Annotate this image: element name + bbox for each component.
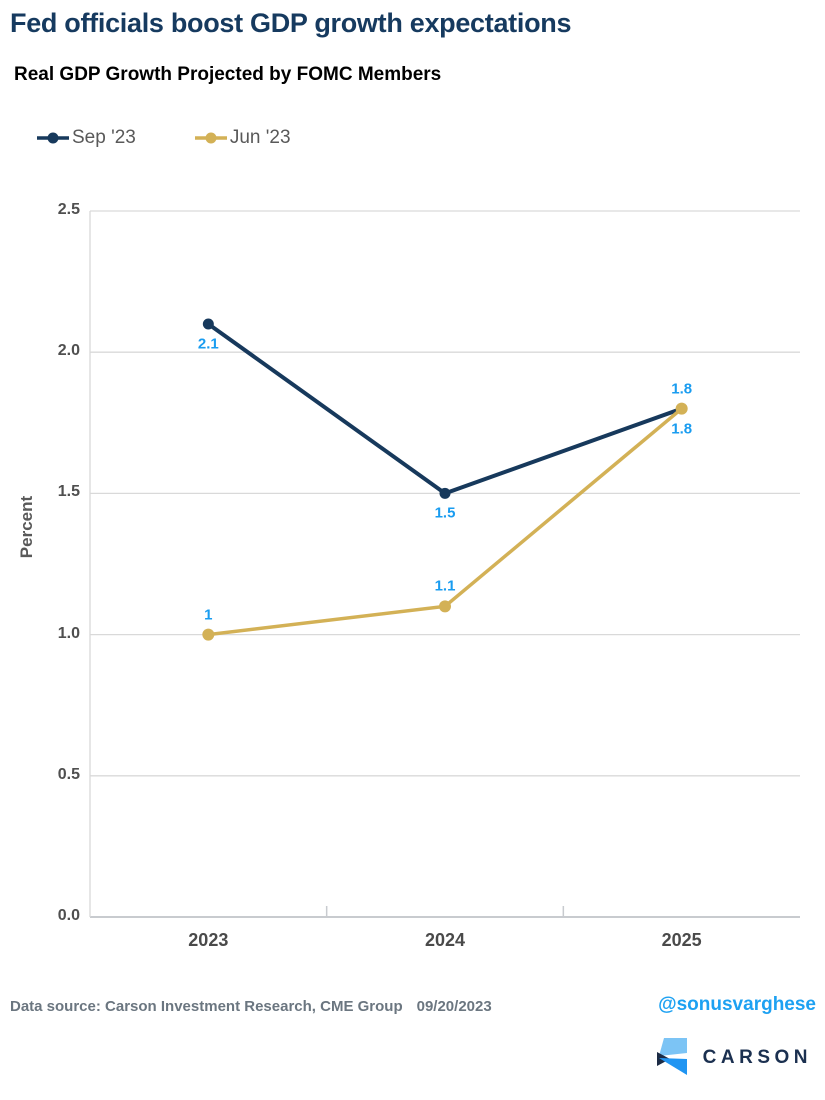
data-point-label: 1.1 — [434, 577, 456, 595]
line-marker-icon — [37, 132, 69, 144]
line-marker-icon — [194, 132, 227, 144]
data-source-note: Data source: Carson Investment Research,… — [10, 998, 492, 1015]
y-tick-label: 2.5 — [57, 201, 80, 218]
x-tick-label: 2024 — [424, 930, 466, 950]
y-tick-label: 2.0 — [57, 342, 80, 360]
source-text: Data source: Carson Investment Research,… — [10, 998, 403, 1015]
carson-logo-text: CARSON — [702, 1047, 812, 1068]
data-point-label: 1 — [204, 606, 213, 624]
x-tick-label: 2023 — [188, 930, 229, 950]
line-chart: Percent 0.0 0.5 1.0 1.5 2.0 2.5 2023 2024 2025 2.… — [17, 201, 800, 950]
data-point-label: 2.1 — [197, 335, 219, 353]
data-point-label: 1.5 — [434, 504, 456, 522]
chart-subtitle: Real GDP Growth Projected by FOMC Member… — [14, 64, 442, 85]
x-tick-label: 2025 — [661, 930, 702, 950]
y-tick-label: 1.5 — [57, 483, 80, 501]
page-title: Fed officials boost GDP growth expectati… — [10, 8, 572, 38]
data-point-marker — [439, 600, 451, 613]
y-axis-title: Percent — [17, 495, 36, 559]
data-point-marker — [675, 402, 688, 415]
legend-label: Sep '23 — [72, 127, 136, 148]
plot-area — [89, 210, 800, 918]
chart-legend: Sep '23 Jun '23 — [36, 127, 291, 149]
y-tick-label: 0.0 — [57, 907, 80, 924]
data-point-label: 1.8 — [671, 420, 693, 438]
data-point-marker — [202, 628, 215, 641]
carson-logo-icon — [656, 1038, 687, 1075]
y-tick-label: 0.5 — [57, 765, 80, 783]
carson-logo: CARSON — [653, 1036, 812, 1080]
legend-item-sep23: Sep '23 — [36, 127, 136, 149]
y-tick-label: 1.0 — [57, 624, 80, 642]
data-point-marker — [439, 487, 451, 499]
data-point-label: 1.8 — [671, 380, 693, 398]
data-point-marker — [202, 318, 214, 330]
legend-label: Jun '23 — [229, 127, 291, 148]
legend-item-jun23: Jun '23 — [194, 127, 291, 149]
source-date: 09/20/2023 — [416, 998, 492, 1015]
social-handle-link[interactable]: @sonusvarghese — [658, 994, 816, 1015]
